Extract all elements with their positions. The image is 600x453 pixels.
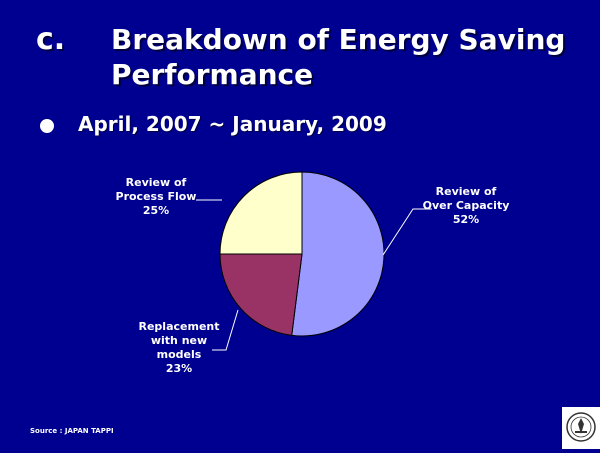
source-note: Source : JAPAN TAPPI: [30, 427, 114, 435]
slice-label-line: Process Flow: [116, 190, 197, 203]
slice-label-line: Review of: [436, 185, 497, 198]
title-text: Breakdown of Energy Saving Performance: [111, 23, 566, 91]
slice-label-replacement: Replacement with new models 23%: [139, 320, 220, 375]
pie-slice-over-capacity: [291, 171, 385, 337]
slice-label-line: Review of: [126, 176, 187, 189]
slice-label-line: with new: [151, 334, 207, 347]
slice-label-process-flow: Review of Process Flow 25%: [116, 176, 197, 217]
leader-line-over-capacity: [382, 208, 432, 256]
slice-label-line: Over Capacity: [423, 199, 510, 212]
slice-label-line: 52%: [453, 213, 479, 226]
slice-label-line: 25%: [143, 204, 169, 217]
japan-tappi-logo: [562, 407, 600, 449]
slice-label-line: Replacement: [139, 320, 220, 333]
pie-slice-replacement: [219, 253, 303, 336]
leader-line-replacement: [212, 309, 239, 351]
slice-label-over-capacity: Review of Over Capacity 52%: [423, 185, 510, 226]
bullet-dot-icon: [40, 119, 54, 133]
slice-label-line: 23%: [166, 362, 192, 375]
section-letter: c.: [36, 22, 66, 57]
date-range-text: April, 2007 ~ January, 2009: [78, 112, 387, 136]
slice-label-line: models: [157, 348, 202, 361]
pie-slice-process-flow: [219, 171, 303, 255]
